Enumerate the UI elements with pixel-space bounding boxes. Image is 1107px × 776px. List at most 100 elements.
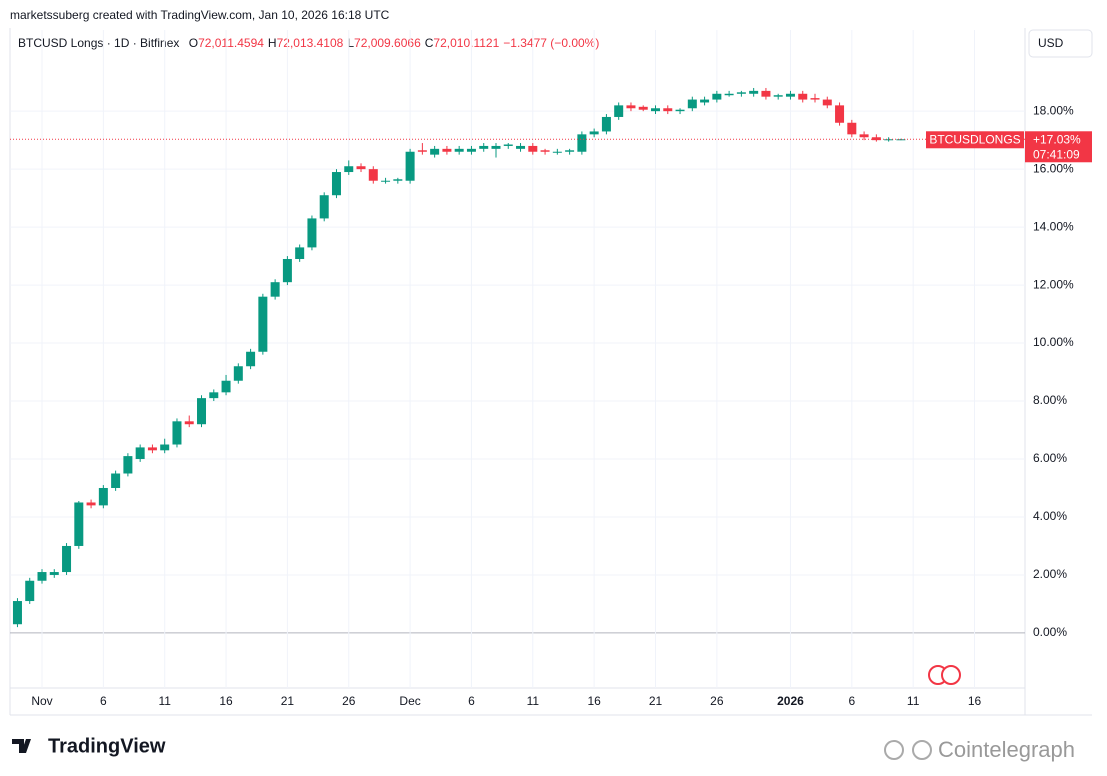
ohlc-key: H — [267, 36, 277, 50]
candle-body — [626, 105, 636, 109]
candle-body — [540, 150, 550, 152]
candle-body — [184, 421, 194, 425]
candle-body — [516, 145, 526, 149]
candle-body — [12, 601, 22, 625]
candle-body — [687, 99, 697, 109]
series-name: BTCUSDLONGS — [929, 132, 1020, 146]
plot — [10, 30, 1025, 688]
candle-body — [896, 139, 906, 141]
candle-body — [700, 99, 710, 103]
candle-body — [577, 134, 587, 152]
x-tick-label: 6 — [100, 694, 107, 708]
candle-body — [773, 95, 783, 97]
tv-logo — [12, 739, 31, 753]
candle-body — [319, 195, 329, 219]
x-tick-label: Nov — [31, 694, 52, 708]
x-tick-label: 26 — [342, 694, 356, 708]
candle-body — [147, 447, 157, 451]
candle-body — [614, 105, 624, 117]
candle-body — [282, 258, 292, 283]
candle-body — [37, 572, 47, 581]
y-tick-label: 18.00% — [1033, 103, 1074, 117]
price-label: +17.03% — [1033, 132, 1081, 146]
candle-body — [761, 90, 771, 97]
candle-body — [98, 487, 108, 506]
candle-body — [307, 218, 317, 248]
candle-body — [798, 93, 808, 100]
y-tick-label: 12.00% — [1033, 277, 1074, 291]
candle-body — [552, 151, 562, 153]
ohlc-key: C — [424, 36, 434, 50]
x-tick-label: 2026 — [777, 694, 804, 708]
candle-body — [675, 109, 685, 112]
candle-body — [749, 90, 759, 94]
candle-body — [724, 93, 734, 96]
x-tick-label: 16 — [968, 694, 982, 708]
candle-body — [270, 282, 280, 297]
candle-body — [123, 456, 133, 474]
x-tick-label: 21 — [649, 694, 663, 708]
x-tick-label: 6 — [468, 694, 475, 708]
candle-body — [638, 106, 648, 110]
candle-body — [454, 148, 464, 152]
candle-body — [233, 366, 243, 381]
candle-body — [736, 92, 746, 94]
y-tick-label: 16.00% — [1033, 161, 1074, 175]
candle-body — [405, 151, 415, 181]
y-tick-label: 14.00% — [1033, 219, 1074, 233]
candle-body — [601, 116, 611, 132]
x-tick-label: 26 — [710, 694, 724, 708]
candle-body — [160, 444, 170, 451]
attribution: marketssuberg created with TradingView.c… — [10, 8, 390, 22]
y-tick-label: 6.00% — [1033, 451, 1067, 465]
y-tick-label: 4.00% — [1033, 509, 1067, 523]
candle-body — [417, 150, 427, 152]
candle-body — [651, 108, 660, 112]
candle-body — [111, 473, 121, 488]
logo-text: TradingView — [48, 735, 166, 757]
x-tick-label: 11 — [158, 694, 171, 708]
candle-body — [331, 172, 341, 196]
candle-body — [430, 148, 440, 155]
currency-button[interactable] — [1028, 29, 1093, 58]
x-tick-label: 11 — [527, 694, 540, 708]
candle-body — [221, 380, 231, 393]
legend: BTCUSD Longs · 1D · Bitfinex O72,011.459… — [18, 36, 599, 50]
candle-body — [197, 398, 207, 425]
y-tick-label: 2.00% — [1033, 567, 1067, 581]
candle-body — [356, 166, 366, 170]
countdown: 07:41:09 — [1033, 147, 1080, 161]
candle-body — [712, 93, 722, 100]
watermark-icon — [884, 740, 904, 760]
candle-body — [589, 131, 599, 135]
candle-body — [479, 145, 489, 149]
candle-body — [528, 145, 538, 152]
ohlc-value: 72,011.4594 — [198, 36, 264, 50]
flags — [928, 665, 961, 685]
event-icon[interactable] — [941, 665, 961, 685]
candle-body — [785, 93, 795, 97]
ohlc-value: 72,010.1121 — [433, 36, 500, 50]
candle-body — [663, 108, 673, 112]
watermark: Cointelegraph — [938, 737, 1075, 762]
candle-body — [62, 545, 72, 573]
candle-body — [393, 179, 403, 181]
candle-body — [258, 296, 268, 352]
candle-body — [209, 392, 219, 399]
change: −1.3477 (−0.00%) — [503, 36, 600, 50]
candle-body — [135, 447, 145, 460]
symbol: BTCUSD Longs · 1D · Bitfinex — [18, 36, 180, 50]
price-label-box — [1025, 131, 1092, 163]
currency-label: USD — [1038, 36, 1064, 50]
candle-body — [368, 169, 378, 181]
candle-body — [381, 180, 391, 182]
candle-body — [86, 502, 96, 506]
x-tick-label: 11 — [907, 694, 920, 708]
watermark-icon — [912, 740, 932, 760]
candle-body — [172, 421, 182, 445]
candle-body — [835, 105, 845, 123]
x-tick-label: Dec — [399, 694, 420, 708]
x-tick-label: 16 — [587, 694, 601, 708]
